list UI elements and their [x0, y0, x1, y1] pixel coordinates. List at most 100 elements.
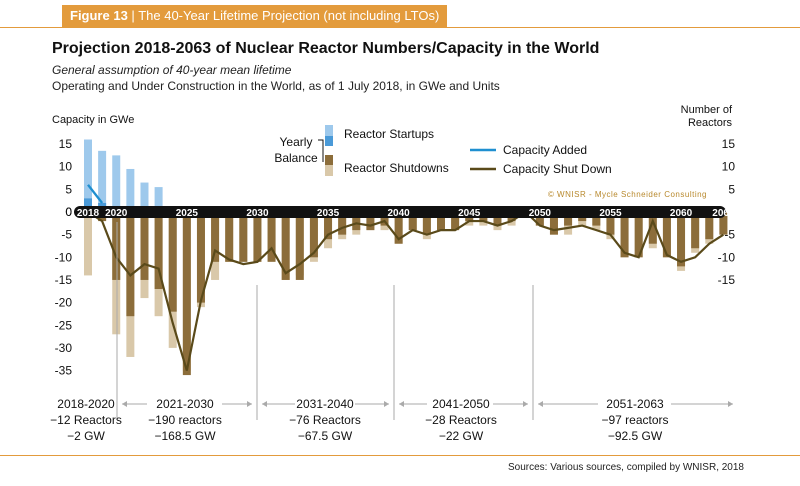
shutdown-reactor-bar: [84, 212, 92, 276]
x-tick-label: 2020: [105, 208, 128, 219]
legend-balance-label: Balance: [274, 151, 318, 165]
source-note: Sources: Various sources, compiled by WN…: [507, 462, 744, 473]
legend-startups-label: Reactor Startups: [344, 127, 434, 141]
legend-startup-capacity-swatch: [325, 136, 333, 146]
capacity-shutdown-line: [87, 210, 724, 371]
startup-reactor-bar: [140, 182, 149, 212]
shutdown-capacity-bar: [140, 212, 149, 280]
left-tick-label: 0: [65, 205, 72, 219]
shutdown-capacity-bar: [295, 212, 304, 280]
period-gw: −168.5 GW: [154, 429, 216, 443]
shutdown-capacity-bar: [168, 212, 177, 312]
right-tick-label: 5: [728, 182, 735, 196]
shutdown-capacity-bar: [564, 212, 573, 226]
startup-reactor-bar: [84, 139, 92, 212]
shutdown-capacity-bar: [535, 212, 544, 226]
left-tick-label: -20: [55, 296, 73, 310]
figure-label: Figure 13: [70, 8, 128, 23]
left-tick-label: -5: [61, 228, 72, 242]
left-tick-label: -25: [55, 318, 73, 332]
shutdown-capacity-bar: [126, 212, 135, 317]
right-tick-label: -5: [724, 228, 735, 242]
startup-reactor-bar: [126, 168, 135, 212]
period-reactors: −28 Reactors: [425, 413, 497, 427]
figure-tab: Figure 13 | The 40-Year Lifetime Project…: [62, 5, 448, 27]
shutdown-capacity-bar: [677, 212, 686, 267]
left-tick-label: -30: [55, 341, 73, 355]
left-tick-label: -10: [55, 250, 73, 264]
x-tick-label: 2045: [458, 208, 481, 219]
shutdown-capacity-bar: [606, 212, 615, 235]
shutdown-capacity-bar: [182, 212, 191, 376]
period-gw: −22 GW: [439, 429, 484, 443]
shutdown-capacity-bar: [267, 212, 276, 262]
shutdown-capacity-bar: [549, 212, 558, 235]
period-reactors: −12 Reactors: [50, 413, 122, 427]
left-tick-label: -35: [55, 364, 73, 378]
x-tick-label: 2025: [176, 208, 199, 219]
left-tick-label: 5: [65, 182, 72, 196]
startup-reactor-bar: [112, 155, 121, 212]
shutdown-capacity-bar: [338, 212, 347, 235]
legend-capacity-added-label: Capacity Added: [503, 143, 587, 157]
copyright-note: © WNISR - Mycle Schneider Consulting: [548, 190, 707, 199]
chart-title: Projection 2018-2063 of Nuclear Reactor …: [52, 40, 600, 57]
period-label: 2051-2063: [606, 397, 664, 411]
startup-capacity-bar: [84, 198, 92, 212]
shutdown-capacity-bar: [324, 212, 333, 240]
period-arrow-head: [247, 401, 252, 407]
zero-axis-bar: [74, 206, 726, 218]
bottom-rule: [0, 455, 800, 456]
legend-shutdown-capacity-swatch: [325, 155, 333, 165]
x-tick-label: 2060: [670, 208, 693, 219]
legend-shutdowns-label: Reactor Shutdowns: [344, 161, 449, 175]
shutdown-capacity-bar: [154, 212, 163, 290]
left-tick-label: 0: [65, 205, 72, 219]
left-tick-label: -15: [55, 273, 73, 287]
legend-capacity-shutdown-label: Capacity Shut Down: [503, 162, 612, 176]
left-axis-title: Capacity in GWe: [52, 114, 134, 126]
period-gw: −2 GW: [67, 429, 105, 443]
period-label: 2031-2040: [296, 397, 354, 411]
startup-reactor-bar: [98, 150, 107, 212]
shutdown-capacity-bar: [196, 212, 205, 303]
right-tick-label: 10: [722, 160, 736, 174]
x-tick-label: 2035: [317, 208, 340, 219]
shutdown-capacity-bar: [592, 212, 601, 226]
figure-separator: |: [131, 8, 135, 23]
x-tick-label: 2055: [599, 208, 622, 219]
period-gw: −67.5 GW: [298, 429, 353, 443]
chart-subtitle-2: Operating and Under Construction in the …: [52, 79, 500, 93]
top-rule: [0, 27, 800, 28]
shutdown-capacity-bar: [662, 212, 671, 258]
shutdown-capacity-bar: [705, 212, 714, 240]
period-arrow-head: [523, 401, 528, 407]
shutdown-capacity-bar: [437, 212, 445, 231]
left-tick-label: 10: [59, 160, 73, 174]
legend-shutdown-swatch: [325, 155, 333, 176]
shutdown-capacity-bar: [648, 212, 657, 244]
figure-caption: The 40-Year Lifetime Projection (not inc…: [138, 8, 440, 23]
capacity-added-line: [87, 184, 104, 204]
shutdown-capacity-bar: [211, 212, 220, 262]
x-tick-label: 2040: [388, 208, 411, 219]
shutdown-capacity-bar: [309, 212, 318, 258]
shutdown-capacity-bar: [352, 212, 361, 231]
period-arrow-head: [538, 401, 543, 407]
shutdown-capacity-bar: [253, 212, 262, 262]
shutdown-capacity-bar: [394, 212, 403, 244]
shutdown-capacity-bar: [380, 212, 389, 226]
period-arrow-head: [262, 401, 267, 407]
legend-bracket: [318, 139, 324, 162]
period-reactors: −76 Reactors: [289, 413, 361, 427]
chart-subtitle: General assumption of 40-year mean lifet…: [52, 63, 292, 77]
shutdown-capacity-bar: [366, 212, 375, 231]
shutdown-capacity-bar: [634, 212, 643, 258]
shutdown-capacity-bar: [691, 212, 700, 249]
period-gw: −92.5 GW: [608, 429, 663, 443]
x-tick-label: 2018: [77, 208, 100, 219]
right-axis-title: Number of: [681, 104, 733, 116]
shutdown-capacity-bar: [620, 212, 629, 258]
shutdown-capacity-bar: [719, 212, 728, 235]
shutdown-capacity-bar: [112, 212, 121, 280]
